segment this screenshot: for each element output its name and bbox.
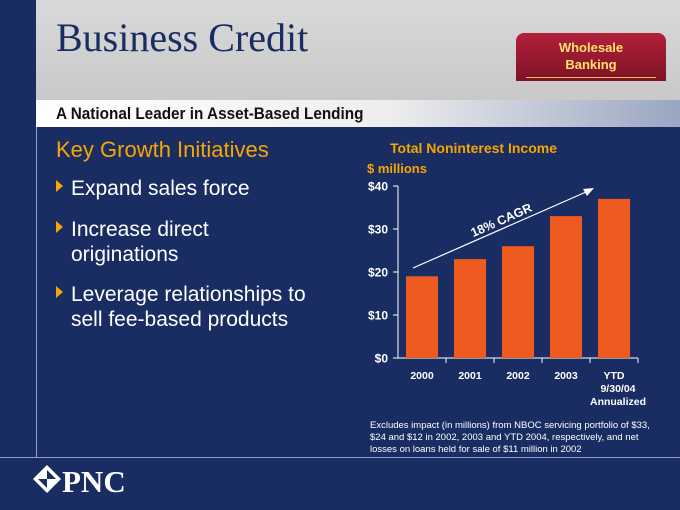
y-tick-label: $30 xyxy=(368,223,388,237)
x-tick-label: YTD xyxy=(604,370,625,382)
bullet-arrow-icon xyxy=(56,286,63,298)
x-tick-label: 2000 xyxy=(410,370,434,382)
wholesale-banking-tab: Wholesale Banking xyxy=(516,33,666,81)
x-tick-label: Annualized xyxy=(590,396,646,408)
y-tick-label: $0 xyxy=(375,352,389,366)
y-tick-label: $20 xyxy=(368,266,388,280)
divider-horizontal xyxy=(0,457,680,458)
bullet-item: Leverage relationships to sell fee-based… xyxy=(56,282,341,332)
bullet-arrow-icon xyxy=(56,221,63,233)
cagr-arrow-line xyxy=(412,191,587,269)
bar xyxy=(406,276,438,358)
pnc-logo-text: PNC xyxy=(62,464,126,499)
x-tick-label: 2001 xyxy=(458,370,482,382)
chart-title: Total Noninterest Income xyxy=(390,140,557,156)
tab-underline xyxy=(526,77,656,78)
bullet-item: Expand sales force xyxy=(56,176,341,201)
cagr-arrow-head-icon xyxy=(583,188,594,196)
bullet-text: Leverage relationships to sell fee-based… xyxy=(71,283,306,331)
x-tick-label: 9/30/04 xyxy=(600,383,635,395)
bar xyxy=(454,259,486,358)
cagr-annotation: 18% CAGR xyxy=(469,201,534,240)
left-strip xyxy=(0,0,36,100)
bullet-text: Increase direct originations xyxy=(71,218,209,266)
y-tick-label: $10 xyxy=(368,309,388,323)
x-tick-label: 2003 xyxy=(554,370,578,382)
divider-vertical xyxy=(36,127,37,457)
chart-unit-label: $ millions xyxy=(367,161,427,176)
pnc-logo-icon xyxy=(33,465,61,493)
bar xyxy=(598,198,630,358)
bar xyxy=(502,246,534,358)
bullet-item: Increase direct originations xyxy=(56,217,271,267)
bar xyxy=(550,216,582,358)
bullet-arrow-icon xyxy=(56,180,63,192)
tab-label-line2: Banking xyxy=(565,57,617,72)
tab-label-line1: Wholesale xyxy=(558,40,624,55)
y-tick-label: $40 xyxy=(368,180,388,194)
page-title: Business Credit xyxy=(56,15,309,60)
footnote: Excludes impact (in millions) from NBOC … xyxy=(370,420,650,455)
subtitle-bar xyxy=(36,100,680,127)
subtitle: A National Leader in Asset-Based Lending xyxy=(56,104,364,123)
bullet-text: Expand sales force xyxy=(71,177,250,200)
initiatives-heading: Key Growth Initiatives xyxy=(56,137,269,162)
x-tick-label: 2002 xyxy=(506,370,530,382)
